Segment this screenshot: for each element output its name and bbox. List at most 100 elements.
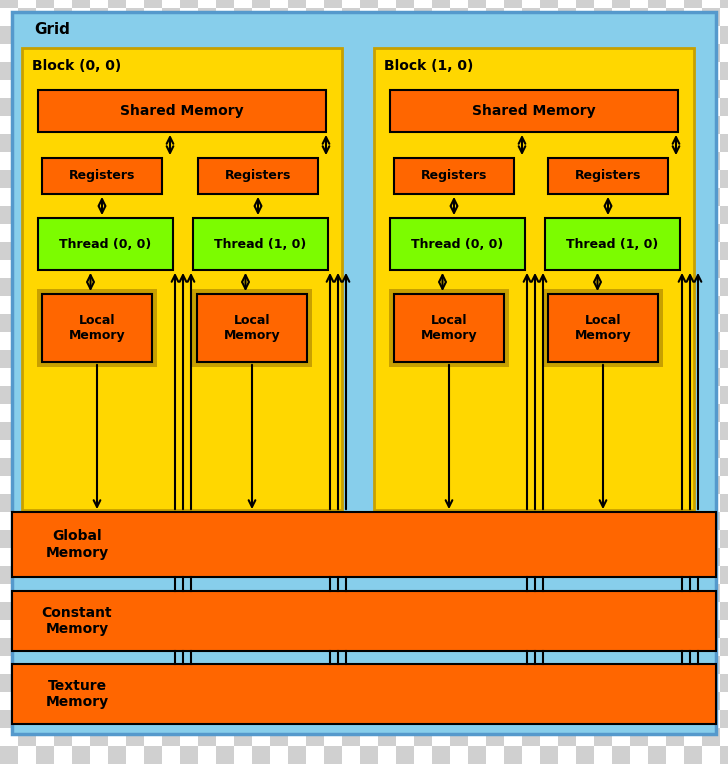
Bar	[18, 476, 36, 494]
Bar	[360, 566, 378, 584]
Bar	[198, 26, 216, 44]
Bar	[144, 26, 162, 44]
Bar	[234, 476, 252, 494]
Bar	[414, 548, 432, 566]
Bar	[216, 548, 234, 566]
Bar	[378, 656, 396, 674]
Bar	[54, 98, 72, 116]
Bar	[648, 152, 666, 170]
Bar	[378, 476, 396, 494]
Bar	[324, 548, 342, 566]
Bar	[612, 602, 630, 620]
Bar	[522, 134, 540, 152]
Bar	[193, 218, 328, 270]
Bar	[720, 314, 728, 332]
Bar	[432, 530, 450, 548]
Bar	[540, 152, 558, 170]
Bar	[612, 0, 630, 8]
Bar	[486, 404, 504, 422]
Text: Constant
Memory: Constant Memory	[41, 606, 112, 636]
Bar	[648, 134, 666, 152]
Bar	[414, 530, 432, 548]
Bar	[702, 674, 720, 692]
Bar	[486, 458, 504, 476]
Bar	[666, 656, 684, 674]
Bar	[360, 746, 378, 764]
Bar	[486, 278, 504, 296]
Bar	[486, 548, 504, 566]
Bar	[702, 224, 720, 242]
Bar	[468, 620, 486, 638]
Bar	[216, 8, 234, 26]
Bar	[342, 80, 360, 98]
Bar	[162, 206, 180, 224]
Bar	[252, 206, 270, 224]
Bar	[234, 386, 252, 404]
Bar	[450, 584, 468, 602]
Bar	[54, 494, 72, 512]
Bar	[18, 224, 36, 242]
Bar	[342, 296, 360, 314]
Bar	[612, 134, 630, 152]
Bar	[702, 404, 720, 422]
Bar	[468, 746, 486, 764]
Bar	[72, 116, 90, 134]
Bar	[684, 584, 702, 602]
Bar	[594, 242, 612, 260]
Bar	[558, 152, 576, 170]
Bar	[234, 746, 252, 764]
Bar	[486, 206, 504, 224]
Bar	[54, 152, 72, 170]
Bar	[18, 530, 36, 548]
Bar	[540, 602, 558, 620]
Bar	[126, 368, 144, 386]
Bar	[360, 188, 378, 206]
Bar	[630, 134, 648, 152]
Bar	[108, 476, 126, 494]
Bar	[162, 62, 180, 80]
Bar	[432, 548, 450, 566]
Bar	[54, 566, 72, 584]
Bar	[720, 422, 728, 440]
Bar	[522, 674, 540, 692]
Bar	[216, 44, 234, 62]
Bar	[540, 584, 558, 602]
Bar	[594, 98, 612, 116]
Bar	[468, 386, 486, 404]
Bar	[720, 296, 728, 314]
Bar	[216, 188, 234, 206]
Bar	[414, 656, 432, 674]
Bar	[414, 728, 432, 746]
Bar	[558, 368, 576, 386]
Bar	[396, 26, 414, 44]
Bar	[108, 638, 126, 656]
Bar	[378, 692, 396, 710]
Bar	[126, 62, 144, 80]
Bar	[342, 98, 360, 116]
Bar	[720, 602, 728, 620]
Bar	[468, 602, 486, 620]
Bar	[288, 8, 306, 26]
Bar	[252, 530, 270, 548]
Bar	[684, 296, 702, 314]
Bar	[288, 638, 306, 656]
Bar	[90, 656, 108, 674]
Bar	[126, 242, 144, 260]
Bar	[198, 158, 318, 194]
Bar	[324, 530, 342, 548]
Bar	[270, 170, 288, 188]
Bar	[126, 332, 144, 350]
Bar	[468, 404, 486, 422]
Bar	[450, 404, 468, 422]
Bar	[108, 206, 126, 224]
Bar	[702, 296, 720, 314]
Bar	[324, 242, 342, 260]
Bar	[234, 314, 252, 332]
Bar	[144, 368, 162, 386]
Bar	[504, 80, 522, 98]
Bar	[378, 80, 396, 98]
Bar	[486, 134, 504, 152]
Bar	[108, 548, 126, 566]
Bar	[648, 710, 666, 728]
Text: Local
Memory: Local Memory	[68, 314, 125, 342]
